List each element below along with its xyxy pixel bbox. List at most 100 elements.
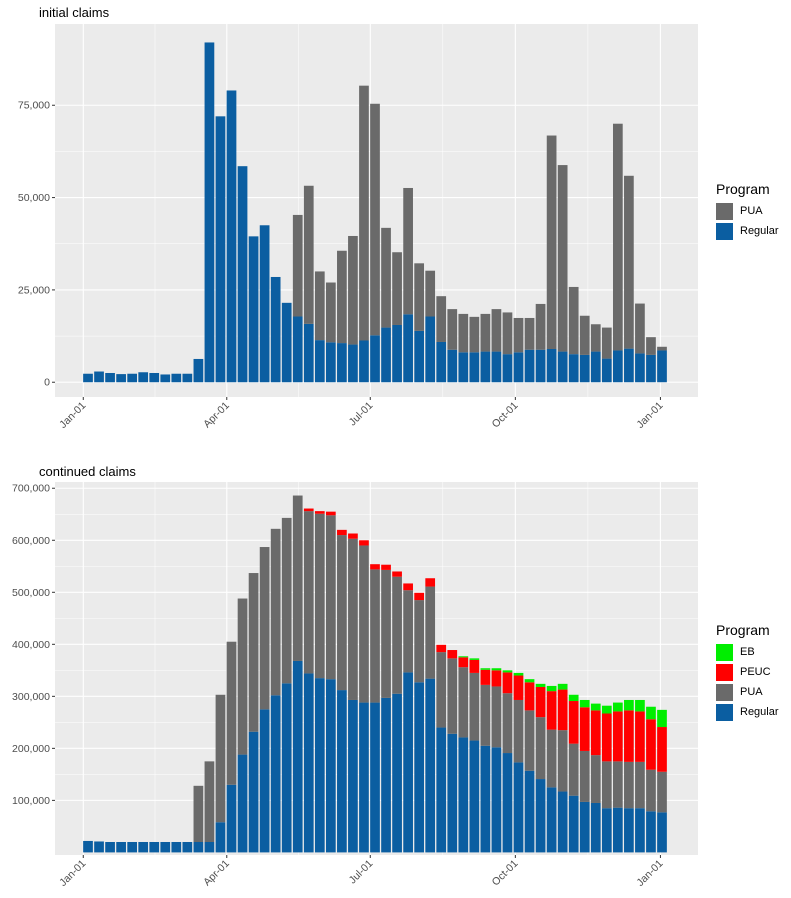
bar-regular xyxy=(259,709,270,853)
bar-pua xyxy=(480,684,491,746)
bar-peuc xyxy=(480,669,491,685)
bar-regular xyxy=(414,682,425,853)
bar-regular xyxy=(502,354,513,383)
bar-peuc xyxy=(657,727,667,772)
bar-regular xyxy=(381,327,391,383)
bar-eb xyxy=(612,702,623,712)
bar-regular xyxy=(226,90,237,383)
bar-regular xyxy=(193,841,204,853)
legend-item-regular: Regular xyxy=(716,702,779,722)
bar-regular xyxy=(105,841,115,853)
bar-pua xyxy=(546,135,557,349)
bar-regular xyxy=(359,340,369,383)
bar-regular xyxy=(303,323,314,383)
legend-title: Program xyxy=(716,181,770,197)
y-tick-label: 600,000 xyxy=(12,535,50,547)
bar-peuc xyxy=(314,511,325,514)
bar-regular xyxy=(314,678,325,853)
bar-pua xyxy=(403,590,413,673)
bar-regular xyxy=(116,374,126,383)
bar-pua xyxy=(579,315,590,355)
bar-eb xyxy=(646,706,656,720)
bar-regular xyxy=(635,808,645,853)
bar-regular xyxy=(546,787,557,853)
bar-pua xyxy=(590,755,601,803)
y-tick-label: 700,000 xyxy=(12,483,50,495)
bar-pua xyxy=(325,282,336,343)
bar-eb xyxy=(535,683,546,687)
bar-pua xyxy=(403,187,413,315)
bar-pua xyxy=(502,693,513,754)
bar-regular xyxy=(458,737,469,853)
bar-peuc xyxy=(601,713,612,762)
bar-peuc xyxy=(392,571,402,577)
bar-pua xyxy=(414,263,425,331)
bar-regular xyxy=(392,693,402,853)
bar-peuc xyxy=(381,564,391,570)
y-tick-label: 25,000 xyxy=(18,284,50,296)
bar-peuc xyxy=(568,701,579,744)
bar-pua xyxy=(381,227,391,328)
bar-regular xyxy=(480,745,491,853)
legend-swatch-eb xyxy=(716,643,733,661)
bar-peuc xyxy=(590,710,601,756)
bar-regular xyxy=(94,841,104,853)
y-axis: 0 25,000 50,000 75,000 xyxy=(18,100,55,389)
y-tick-label: 400,000 xyxy=(12,639,50,651)
bar-regular xyxy=(83,840,93,853)
bar-pua xyxy=(237,598,248,755)
bar-pua xyxy=(612,761,623,808)
bar-pua xyxy=(436,652,447,728)
y-tick-label: 75,000 xyxy=(18,100,50,112)
bar-pua xyxy=(546,729,557,788)
bar-pua xyxy=(458,667,469,738)
bar-regular xyxy=(601,808,612,853)
x-tick-label: Oct-01 xyxy=(490,858,521,889)
bar-regular xyxy=(601,358,612,383)
bar-regular xyxy=(370,702,380,853)
chart-title-continued-claims: continued claims xyxy=(39,464,136,479)
bar-eb xyxy=(546,685,557,692)
bar-pua xyxy=(502,312,513,355)
bar-peuc xyxy=(337,529,347,536)
bar-pua xyxy=(392,576,402,694)
bar-regular xyxy=(590,802,601,853)
legend-swatch-regular xyxy=(716,703,733,721)
bar-regular xyxy=(171,373,182,383)
bar-regular xyxy=(557,791,568,853)
initial-claims-chart: 0 25,000 50,000 75,000 Jan-01 Apr-01 Jul-01 Oct… xyxy=(18,24,698,431)
bar-eb xyxy=(513,672,524,676)
bar-pua xyxy=(392,252,402,325)
legend-title: Program xyxy=(716,622,770,638)
bar-regular xyxy=(447,733,458,853)
bar-pua xyxy=(292,495,303,661)
bar-regular xyxy=(248,731,259,853)
bar-pua xyxy=(193,785,204,842)
y-tick-label: 50,000 xyxy=(18,192,50,204)
bar-peuc xyxy=(646,719,656,770)
bar-regular xyxy=(138,372,149,383)
legend-item-pua: PUA xyxy=(716,201,779,221)
bar-pua xyxy=(557,730,568,792)
x-tick-label: Jan-01 xyxy=(634,400,665,431)
bar-pua xyxy=(425,586,436,679)
bar-regular xyxy=(182,373,193,383)
bar-peuc xyxy=(491,670,502,687)
bar-pua xyxy=(226,641,237,785)
x-axis: Jan-01 Apr-01 Jul-01 Oct-01 Jan-01 xyxy=(57,397,666,431)
bar-regular xyxy=(105,372,115,383)
bar-regular xyxy=(303,673,314,853)
chart-title-initial-claims: initial claims xyxy=(39,5,110,20)
bar-peuc xyxy=(579,707,590,751)
bar-eb xyxy=(480,668,491,670)
bar-regular xyxy=(425,678,436,853)
bar-regular xyxy=(381,697,391,853)
bar-eb xyxy=(557,683,568,690)
bar-regular xyxy=(337,690,347,853)
y-tick-label: 300,000 xyxy=(12,691,50,703)
legend-label-pua: PUA xyxy=(740,205,763,217)
bar-pua xyxy=(303,185,314,324)
bar-regular xyxy=(182,841,193,853)
bar-pua xyxy=(325,515,336,680)
bar-regular xyxy=(414,330,425,383)
